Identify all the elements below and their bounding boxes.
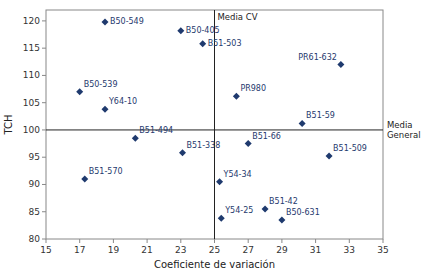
point-label: Y54-34 xyxy=(223,170,252,179)
y-tick-label: 85 xyxy=(29,207,40,217)
y-tick xyxy=(42,211,46,212)
point-diamond xyxy=(299,120,306,127)
point-diamond xyxy=(132,135,139,142)
point-diamond xyxy=(218,215,225,222)
point-diamond xyxy=(81,176,88,183)
point-label: B51-42 xyxy=(269,197,298,206)
x-tick xyxy=(113,239,114,243)
point-label: B50-631 xyxy=(286,208,320,217)
x-tick xyxy=(248,239,249,243)
reference-line xyxy=(46,129,383,130)
x-tick xyxy=(180,239,181,243)
y-tick-label: 100 xyxy=(23,125,40,135)
x-tick-label: 25 xyxy=(209,245,220,255)
y-tick xyxy=(42,75,46,76)
point-label: B51-66 xyxy=(252,132,281,141)
point-label: PR61-632 xyxy=(298,53,337,62)
point-label: B51-494 xyxy=(139,126,173,135)
x-tick xyxy=(214,239,215,243)
point-label: B51-59 xyxy=(306,111,335,120)
x-tick xyxy=(281,239,282,243)
x-tick-label: 19 xyxy=(108,245,120,255)
x-tick-label: 29 xyxy=(276,245,288,255)
y-tick xyxy=(42,184,46,185)
point-label: B50-539 xyxy=(84,80,118,89)
point-diamond xyxy=(262,206,269,213)
x-tick xyxy=(383,239,384,243)
y-tick-label: 110 xyxy=(23,70,40,80)
point-diamond xyxy=(101,18,108,25)
y-tick xyxy=(42,129,46,130)
x-tick xyxy=(315,239,316,243)
point-diamond xyxy=(278,216,285,223)
point-label: B51-509 xyxy=(333,144,367,153)
point-diamond xyxy=(216,178,223,185)
reference-label: MediaGeneral xyxy=(387,120,421,140)
chart: 15 17 19 21 23 25 27 29 31 33 35 80 85 90 95 100 105 110 1… xyxy=(0,0,437,273)
x-tick-label: 17 xyxy=(74,245,85,255)
x-tick xyxy=(79,239,80,243)
point-label: B51-570 xyxy=(89,167,123,176)
point-diamond xyxy=(199,40,206,47)
point-diamond xyxy=(326,153,333,160)
x-tick-label: 31 xyxy=(310,245,321,255)
y-tick-label: 90 xyxy=(29,179,41,189)
reference-label: Media CV xyxy=(218,12,258,22)
y-tick-label: 120 xyxy=(23,16,40,26)
point-diamond xyxy=(233,93,240,100)
x-tick-label: 15 xyxy=(40,245,51,255)
y-tick-label: 115 xyxy=(23,43,40,53)
point-label: B51-338 xyxy=(186,141,220,150)
x-tick xyxy=(46,239,47,243)
y-axis-label: TCH xyxy=(3,114,14,135)
x-tick xyxy=(349,239,350,243)
x-tick-label: 35 xyxy=(377,245,388,255)
point-diamond xyxy=(101,106,108,113)
x-axis-label: Coeficiente de variación xyxy=(154,259,275,270)
plot-frame xyxy=(46,10,383,239)
y-tick-label: 80 xyxy=(29,234,41,244)
point-label: Y54-25 xyxy=(224,206,253,215)
y-tick xyxy=(42,239,46,240)
plot-area xyxy=(46,10,383,239)
point-label: B51-503 xyxy=(208,39,242,48)
point-diamond xyxy=(245,140,252,147)
y-tick xyxy=(42,102,46,103)
x-tick-label: 27 xyxy=(242,245,253,255)
point-diamond xyxy=(76,88,83,95)
point-label: Y64-10 xyxy=(108,97,137,106)
point-label: B50-549 xyxy=(110,17,144,26)
point-label: PR980 xyxy=(240,84,266,93)
x-tick-label: 33 xyxy=(344,245,355,255)
y-tick-label: 95 xyxy=(29,152,40,162)
point-label: B50-405 xyxy=(186,26,220,35)
x-tick-label: 21 xyxy=(141,245,152,255)
point-diamond xyxy=(337,61,344,68)
y-tick xyxy=(42,157,46,158)
y-tick xyxy=(42,48,46,49)
x-tick xyxy=(147,239,148,243)
y-tick xyxy=(42,20,46,21)
point-diamond xyxy=(177,27,184,34)
y-tick-label: 105 xyxy=(23,98,40,108)
x-tick-label: 23 xyxy=(175,245,186,255)
point-diamond xyxy=(179,149,186,156)
